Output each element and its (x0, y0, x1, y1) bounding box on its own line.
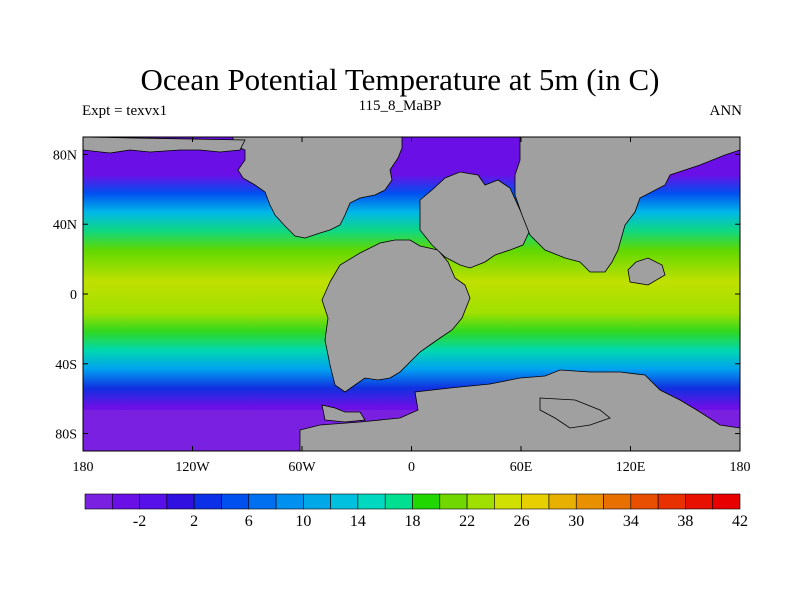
antarctica-landmass (83, 369, 740, 451)
period-label: 115_8_MaBP (358, 98, 442, 114)
experiment-label: Expt = texvx1 (82, 103, 168, 119)
colorbar-label: 30 (568, 513, 584, 530)
colorbar-label: 22 (459, 513, 475, 530)
lon-label: 120W (175, 460, 210, 475)
colorbar-swatch (603, 493, 632, 510)
colorbar-swatch (384, 493, 413, 510)
lon-label: 180 (73, 460, 94, 475)
map-title: Ocean Potential Temperature at 5m (in C) (140, 62, 660, 97)
colorbar-label: 38 (677, 513, 693, 530)
colorbar-label: -2 (133, 513, 146, 530)
colorbar-label: 18 (405, 513, 421, 530)
colorbar-swatch (630, 493, 659, 510)
colorbar-label: 42 (732, 513, 748, 530)
latitude-axis: 80N 40N 0 40S 80S (53, 148, 740, 443)
africa-europe-landmass (419, 171, 531, 269)
colorbar-label: 26 (514, 513, 530, 530)
colorbar: -2 2 6 10 14 18 22 26 30 34 38 42 (84, 493, 748, 530)
longitude-axis: 180 120W 60W 0 60E 120E 180 (73, 137, 751, 475)
greenland-landmass (83, 137, 246, 154)
antarctic-peninsula-landmass (321, 404, 366, 423)
colorbar-swatch (303, 493, 331, 510)
lat-label: 40N (53, 218, 77, 233)
colorbar-label: 10 (295, 513, 311, 530)
colorbar-swatch (330, 493, 359, 510)
colorbar-swatch (248, 493, 277, 510)
colorbar-label: 34 (623, 513, 639, 530)
colorbar-swatch (548, 493, 577, 510)
southern-island-landmass (539, 397, 611, 429)
colorbar-swatch (466, 493, 495, 510)
lon-label: 60W (288, 460, 316, 475)
colorbar-swatch (575, 493, 604, 510)
colorbar-swatch (494, 493, 522, 510)
lon-label: 180 (730, 460, 751, 475)
lon-label: 60E (510, 460, 533, 475)
lat-label: 80S (55, 428, 77, 443)
colorbar-label: 14 (350, 513, 366, 530)
lon-label: 0 (408, 460, 415, 475)
colorbar-swatch (111, 493, 140, 510)
lat-label: 80N (53, 148, 77, 163)
colorbar-swatch (521, 493, 550, 510)
lat-label: 40S (55, 358, 77, 373)
colorbar-swatch (657, 493, 686, 510)
north-america-landmass (232, 137, 403, 239)
colorbar-swatch (712, 493, 741, 510)
colorbar-label: 2 (190, 513, 198, 530)
lon-label: 120E (616, 460, 646, 475)
lat-label: 0 (70, 288, 77, 303)
season-label: ANN (709, 103, 743, 119)
asia-landmass (514, 137, 740, 273)
south-america-landmass (321, 239, 471, 393)
colorbar-label: 6 (245, 513, 253, 530)
colorbar-swatch (357, 493, 386, 510)
colorbar-swatch (139, 493, 168, 510)
colorbar-swatch (84, 493, 113, 510)
colorbar-swatch (166, 493, 195, 510)
colorbar-swatch (275, 493, 304, 510)
colorbar-swatch (439, 493, 468, 510)
colorbar-swatch (193, 493, 222, 510)
colorbar-swatch (685, 493, 714, 510)
colorbar-swatch (221, 493, 250, 510)
colorbar-swatch (412, 493, 441, 510)
australia-landmass (627, 257, 666, 286)
